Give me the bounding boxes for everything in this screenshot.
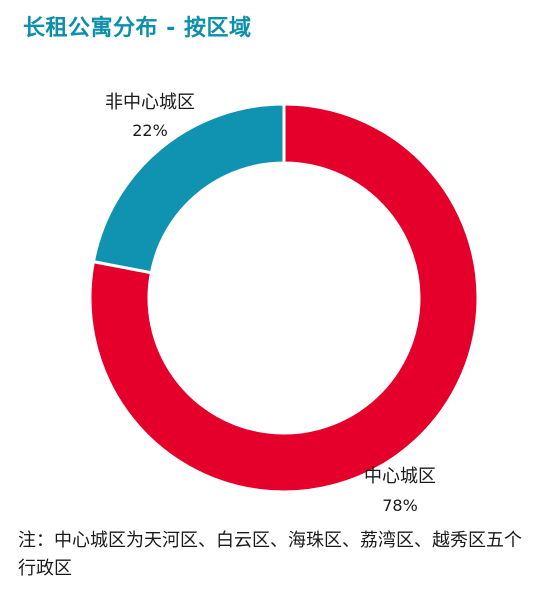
slice-label-non-central: 非中心城区 xyxy=(105,92,195,113)
footnote: 注：中心城区为天河区、白云区、海珠区、荔湾区、越秀区五个行政区 xyxy=(18,530,522,579)
slice-value-non-central: 22% xyxy=(132,121,168,140)
slice-label-central: 中心城区 xyxy=(364,466,436,487)
slice-value-central: 78% xyxy=(382,496,418,515)
slice-non-central xyxy=(91,102,286,275)
slice-central xyxy=(88,102,480,494)
donut-slices xyxy=(88,102,480,494)
chart-title: 长租公寓分布 - 按区域 xyxy=(23,16,252,41)
donut-chart: 非中心城区 22% 中心城区 78% xyxy=(88,92,480,515)
